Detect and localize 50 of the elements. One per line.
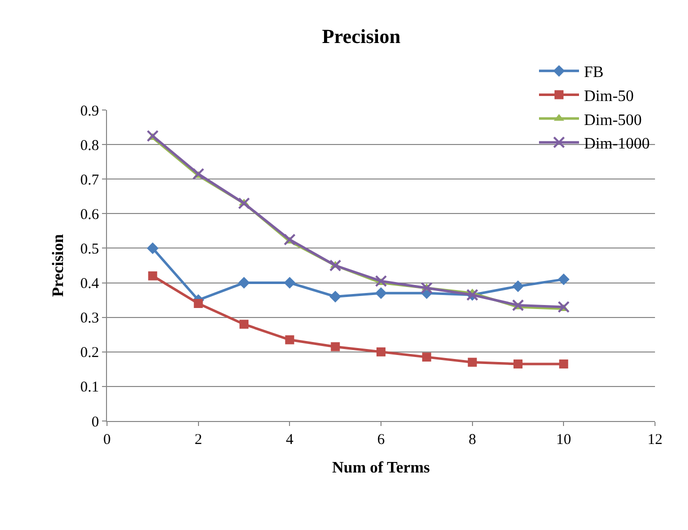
point: [146, 130, 159, 142]
point: [375, 287, 387, 299]
point: [240, 320, 248, 329]
point: [238, 276, 250, 289]
point: [514, 359, 522, 368]
point: [148, 271, 158, 280]
point: [422, 352, 432, 362]
point: [329, 290, 342, 302]
x-tick-label: 10: [556, 432, 572, 448]
point: [330, 342, 340, 352]
point: [285, 335, 294, 344]
y-tick-label: 0.9: [80, 103, 99, 120]
x-tick-label: 6: [377, 432, 386, 448]
y-tick-label: 0.3: [80, 310, 99, 327]
point: [146, 242, 159, 254]
legend-label: FB: [584, 64, 604, 82]
point: [194, 299, 203, 308]
point: [329, 260, 342, 272]
point: [376, 347, 386, 356]
y-tick-label: 0.7: [80, 172, 100, 188]
y-tick-label: 0.5: [80, 241, 99, 258]
y-tick-label: 0.1: [80, 380, 99, 396]
point: [558, 273, 570, 286]
point: [559, 359, 568, 368]
y-tick-label: 0.6: [80, 206, 100, 223]
point: [512, 280, 524, 292]
x-tick-label: 12: [648, 432, 662, 448]
x-tick-label: 4: [286, 432, 294, 448]
point: [512, 299, 524, 312]
point: [284, 276, 296, 289]
point: [192, 168, 204, 180]
y-axis-title: Precision: [50, 234, 68, 297]
x-tick-label: 2: [194, 432, 202, 448]
point: [558, 300, 570, 313]
chart-title: Precision: [322, 26, 400, 48]
legend-label: Dim-1000: [584, 136, 650, 153]
y-tick-label: 0.4: [80, 276, 100, 292]
x-tick-label: 0: [103, 432, 111, 448]
legend-label: Dim-500: [584, 112, 642, 129]
y-tick-label: 0.8: [80, 138, 99, 154]
point: [375, 275, 387, 288]
point: [468, 358, 477, 367]
point: [420, 282, 433, 294]
x-axis-title: Num of Terms: [332, 460, 430, 477]
x-tick-label: 8: [468, 432, 476, 448]
point: [284, 234, 296, 246]
y-tick-label: 0: [92, 414, 99, 430]
legend-label: Dim-50: [584, 88, 634, 105]
point: [238, 197, 250, 210]
y-tick-label: 0.2: [80, 345, 99, 362]
